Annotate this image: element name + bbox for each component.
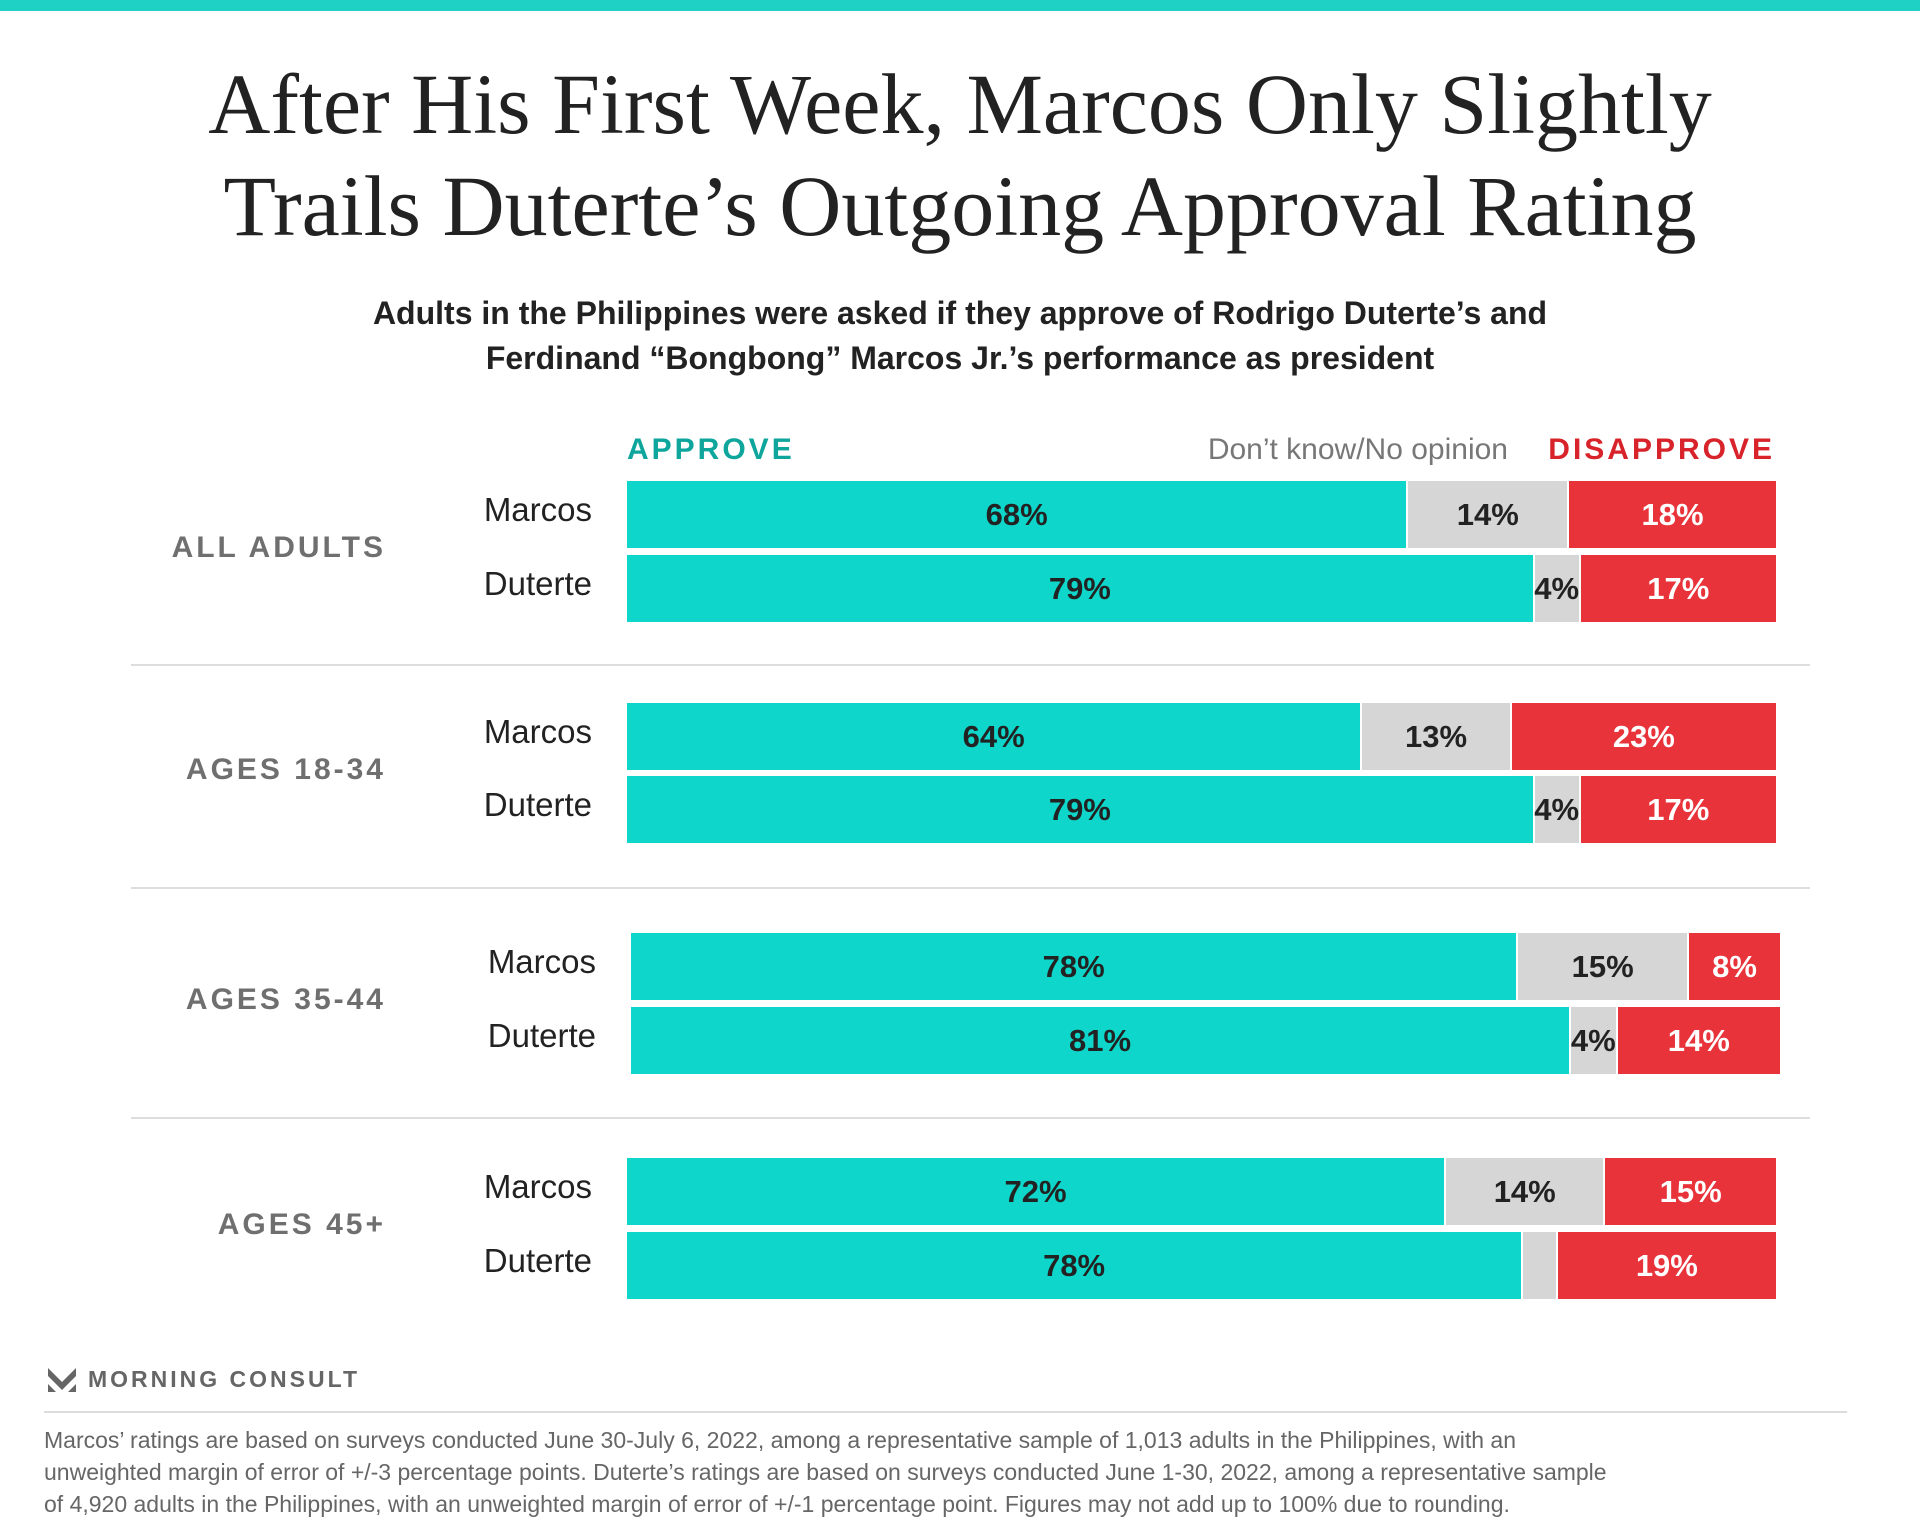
row-label: Duterte xyxy=(483,1242,592,1279)
logo-chevron-icon xyxy=(48,1367,76,1392)
group-label: ALL ADULTS xyxy=(171,531,386,564)
bar-segment-disapprove: 18% xyxy=(1569,481,1776,548)
footnote-line-2: unweighted margin of error of +/-3 perce… xyxy=(44,1459,1607,1485)
chart-title-line-2: Trails Duterte’s Outgoing Approval Ratin… xyxy=(223,158,1697,254)
logo-text: MORNING CONSULT xyxy=(88,1366,361,1392)
subtitle-line-2: Ferdinand “Bongbong” Marcos Jr.’s perfor… xyxy=(485,340,1435,376)
bar-segment-approve: 68% xyxy=(627,481,1407,548)
bar-segment-approve: 79% xyxy=(627,776,1533,843)
bar-segment-disapprove: 17% xyxy=(1580,776,1776,843)
bar-segment-no-opinion: 15% xyxy=(1518,933,1687,1000)
group-label: AGES 45+ xyxy=(217,1208,386,1241)
legend-disapprove: DISAPPROVE xyxy=(1548,433,1775,466)
bar-segment-approve: 81% xyxy=(631,1007,1570,1074)
subtitle-line-1: Adults in the Philippines were asked if … xyxy=(372,295,1548,331)
row-label: Marcos xyxy=(487,943,596,980)
bar-segment-no-opinion: 14% xyxy=(1408,481,1568,548)
bar-segment-no-opinion: 13% xyxy=(1362,703,1510,770)
bar-segment-approve: 78% xyxy=(631,933,1517,1000)
group-divider xyxy=(131,887,1810,889)
footnote-line-1: Marcos’ ratings are based on surveys con… xyxy=(44,1427,1517,1453)
bar-segment-disapprove: 15% xyxy=(1605,1158,1776,1225)
bar-segment-no-opinion: 4% xyxy=(1534,555,1579,622)
group-label: AGES 18-34 xyxy=(185,753,386,786)
row-label: Marcos xyxy=(483,1168,592,1205)
legend-no-opinion: Don’t know/No opinion xyxy=(1207,433,1508,466)
row-label: Duterte xyxy=(487,1017,596,1054)
group-label: AGES 35-44 xyxy=(185,983,386,1016)
group-divider xyxy=(131,664,1810,666)
legend-approve: APPROVE xyxy=(627,433,795,466)
bar-segment-no-opinion: 4% xyxy=(1534,776,1579,843)
bar-segment-disapprove: 19% xyxy=(1557,1232,1776,1299)
row-label: Marcos xyxy=(483,713,592,750)
bar-segment-approve: 64% xyxy=(627,703,1361,770)
bar-segment-no-opinion: 14% xyxy=(1446,1158,1604,1225)
bar-segment-approve: 79% xyxy=(627,555,1533,622)
chart-title-line-1: After His First Week, Marcos Only Slight… xyxy=(208,56,1712,152)
morning-consult-logo: MORNING CONSULT xyxy=(48,1366,360,1393)
row-label: Duterte xyxy=(483,565,592,602)
bar-segment-no-opinion: 4% xyxy=(1571,1007,1616,1074)
group-divider xyxy=(131,1117,1810,1119)
bar-segment-approve: 72% xyxy=(627,1158,1445,1225)
bar-segment-disapprove: 14% xyxy=(1617,1007,1780,1074)
bar-segment-disapprove: 8% xyxy=(1688,933,1780,1000)
footer-divider xyxy=(44,1411,1847,1413)
bar-segment-disapprove: 23% xyxy=(1511,703,1776,770)
row-label: Marcos xyxy=(483,491,592,528)
bar-segment-no-opinion xyxy=(1523,1232,1556,1299)
footnote-line-3: of 4,920 adults in the Philippines, with… xyxy=(44,1491,1510,1517)
row-label: Duterte xyxy=(483,786,592,823)
top-accent-bar xyxy=(0,0,1920,11)
bar-segment-approve: 78% xyxy=(627,1232,1522,1299)
bar-segment-disapprove: 17% xyxy=(1580,555,1776,622)
